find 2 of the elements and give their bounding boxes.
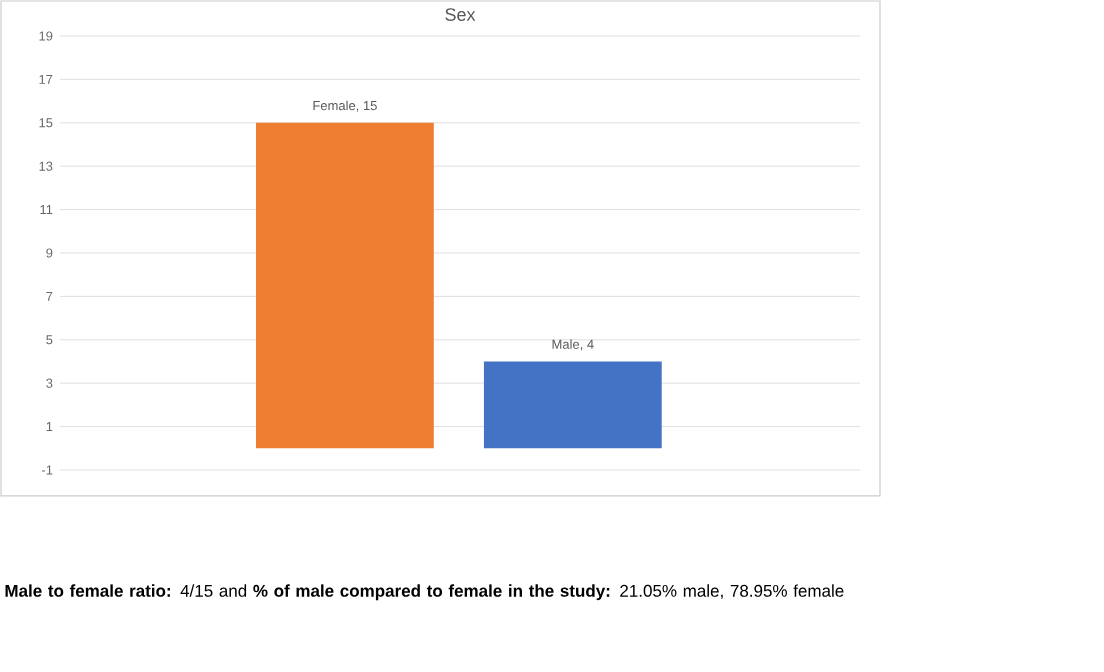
chart-title: Sex xyxy=(445,8,476,21)
text: Male to female ratio: 4/15 and % of male compared to female in the study: 21.05% male, 78.95% female xyxy=(5,584,844,601)
